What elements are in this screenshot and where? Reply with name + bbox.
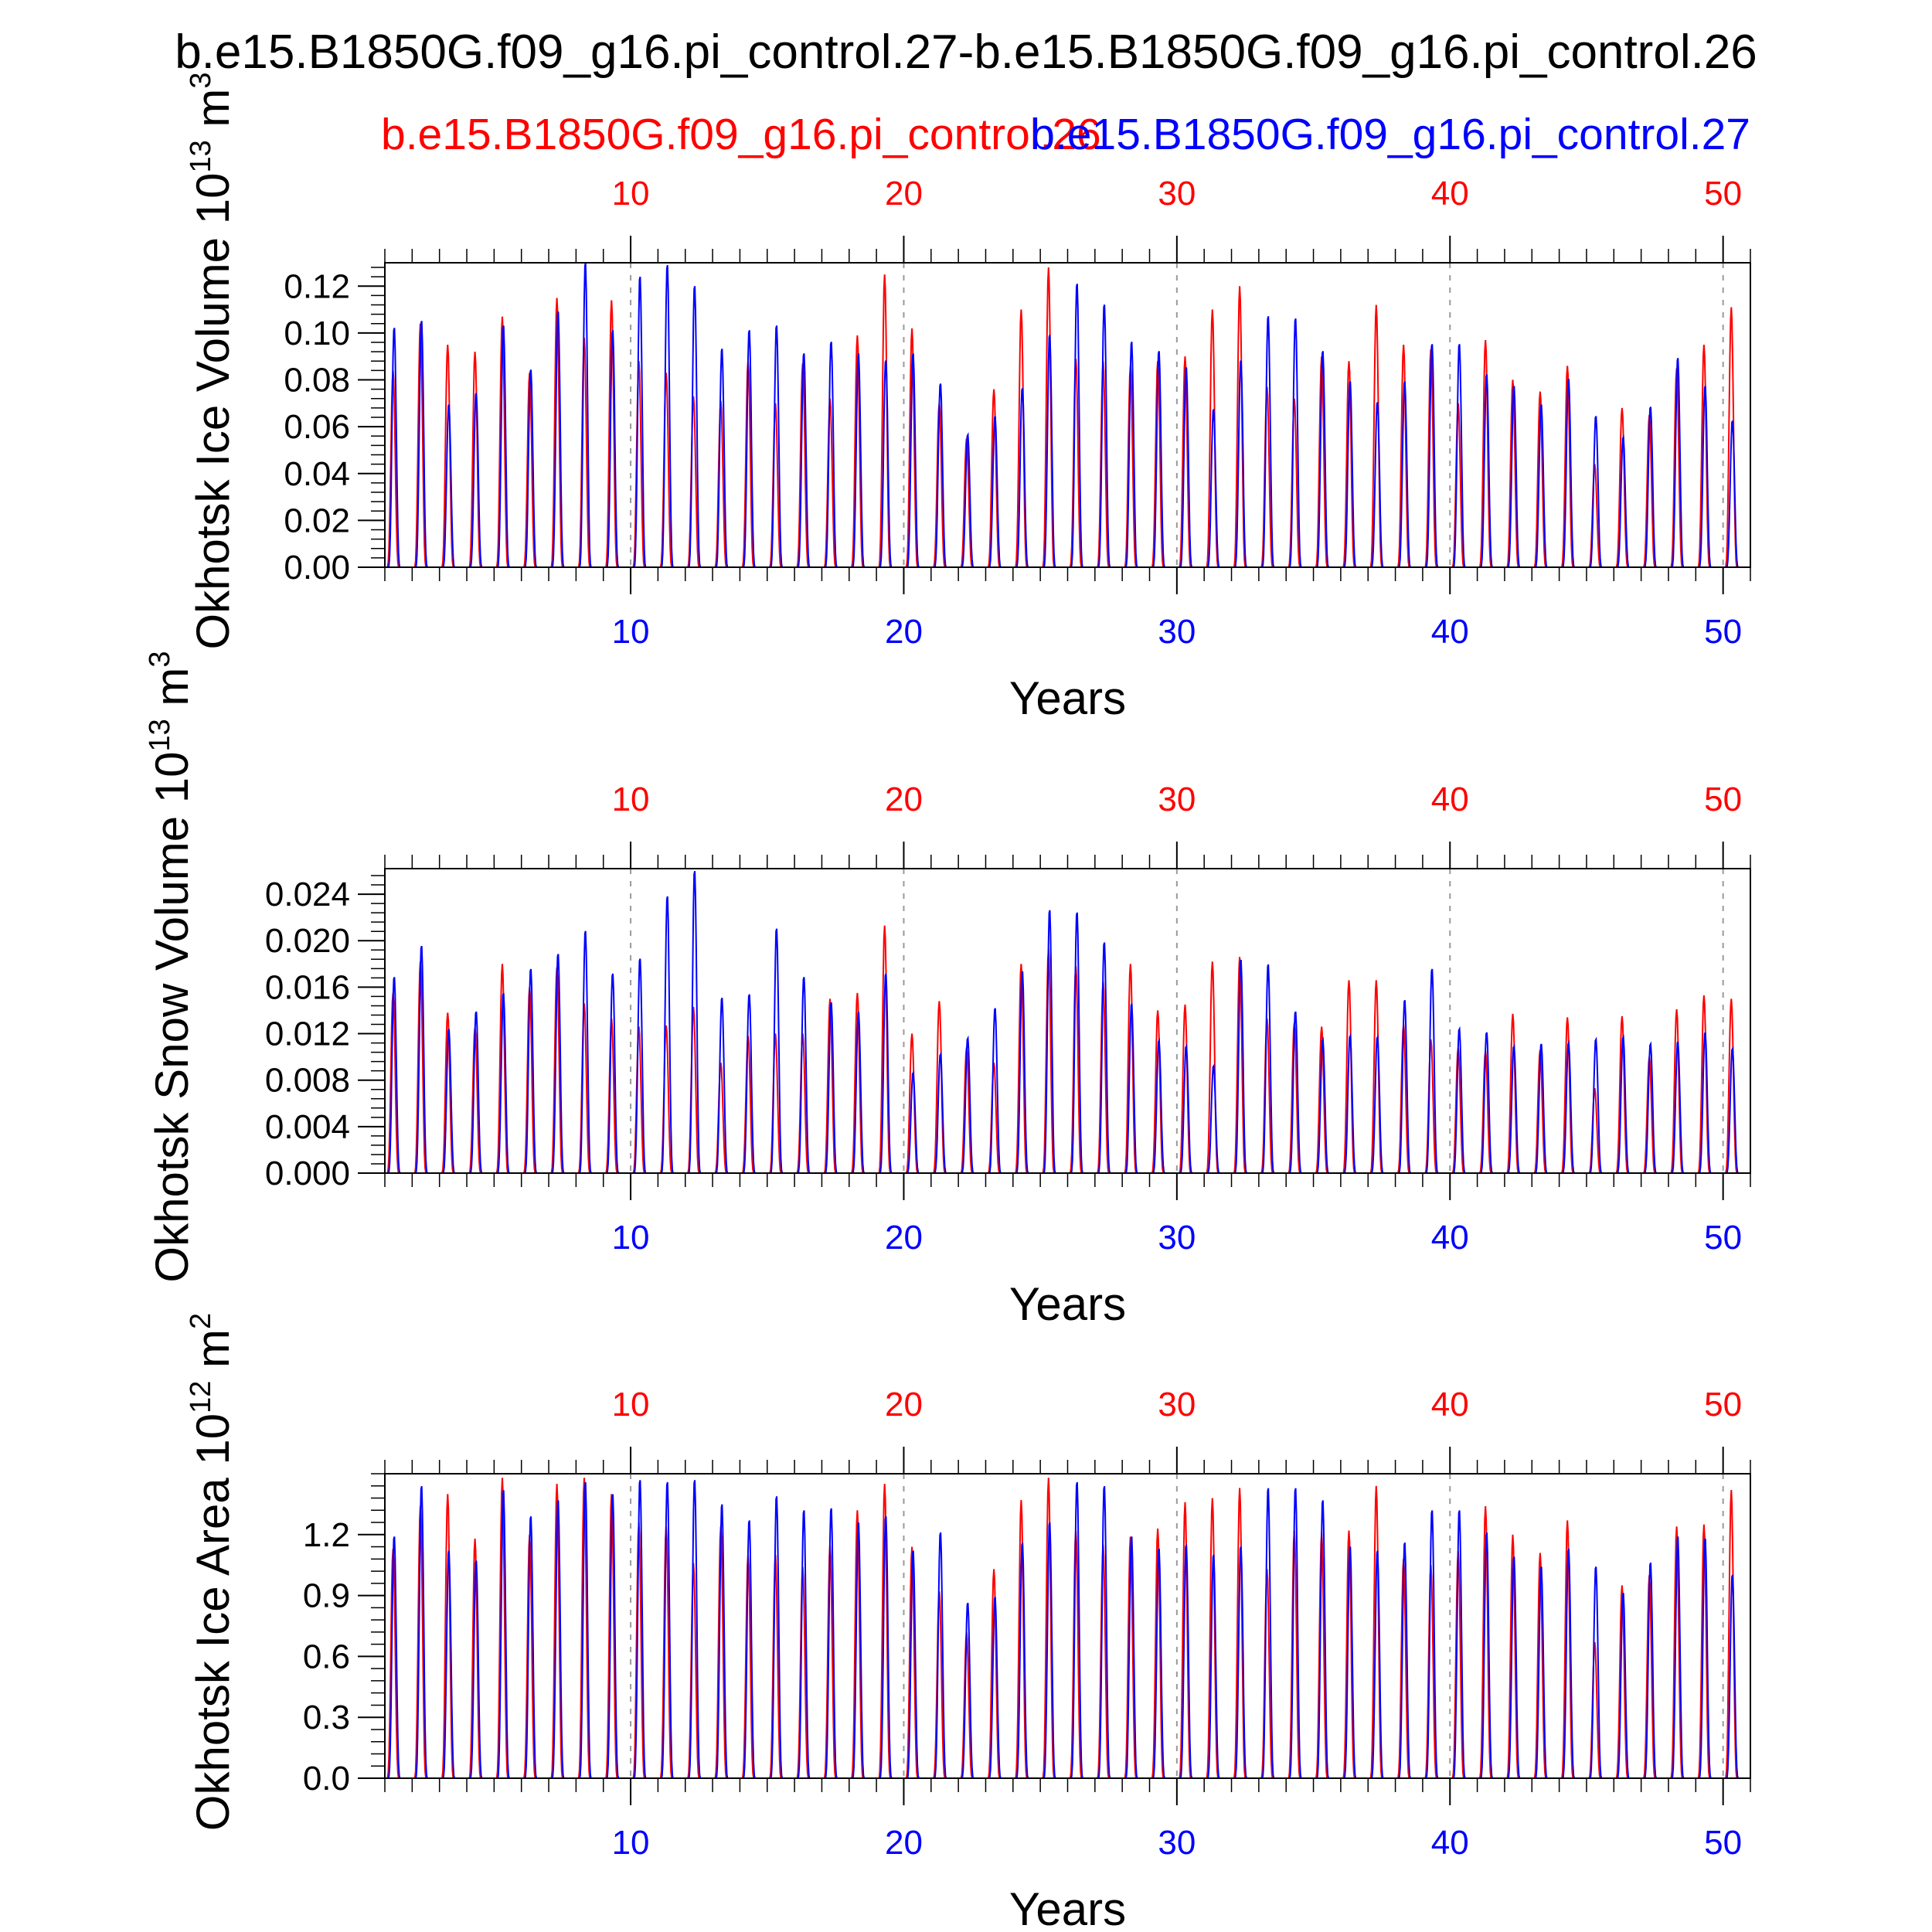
- x-axis-title: Years: [1009, 1278, 1126, 1330]
- x-tick-label-top: 10: [612, 1386, 650, 1423]
- x-tick-label-bottom: 20: [885, 1824, 923, 1862]
- x-tick-label-top: 20: [885, 175, 923, 213]
- y-tick-label: 0.04: [284, 455, 350, 493]
- x-tick-label-top: 30: [1158, 781, 1196, 818]
- x-tick-label-top: 30: [1158, 1386, 1196, 1423]
- y-tick-label: 0.000: [265, 1155, 350, 1192]
- y-tick-label: 0.6: [303, 1638, 350, 1675]
- y-tick-label: 0.016: [265, 968, 350, 1006]
- x-tick-label-bottom: 30: [1158, 1219, 1196, 1257]
- chart-panel-2: 0.000 0.004 0.008 0.012 0.016 0.020 0.024 10 10 2…: [144, 651, 1751, 1330]
- x-tick-label-bottom: 40: [1431, 1824, 1469, 1862]
- y-tick-label: 0.012: [265, 1015, 350, 1053]
- x-tick-label-bottom: 20: [885, 1219, 923, 1257]
- y-tick-label: 0.3: [303, 1699, 350, 1736]
- y-axis-title-part: Okhotsk Snow Volume 10: [146, 752, 198, 1283]
- y-axis-title-part: m: [146, 668, 198, 719]
- x-tick-label-top: 10: [612, 175, 650, 213]
- x-tick-label-bottom: 40: [1431, 613, 1469, 651]
- y-tick-label: 0.004: [265, 1108, 350, 1146]
- x-tick-label-bottom: 10: [612, 1219, 650, 1257]
- x-tick-label-bottom: 50: [1704, 1219, 1742, 1257]
- y-tick-label: 1.2: [303, 1516, 350, 1554]
- y-axis-title-exponent: 12: [185, 1381, 217, 1413]
- x-axis-title: Years: [1009, 1883, 1126, 1932]
- y-axis-title-part: m: [187, 89, 239, 141]
- y-tick-label: 0.10: [284, 315, 350, 352]
- x-tick-label-bottom: 50: [1704, 613, 1742, 651]
- chart-panel-3: 0.0 0.3 0.6 0.9 1.2 10 10 20 20 30 30 40 40 50 50 Years…: [185, 1313, 1751, 1932]
- figure-title: b.e15.B1850G.f09_g16.pi_control.27-b.e15…: [175, 26, 1757, 79]
- panels: 0.000.020.040.060.080.100.12101020203030…: [144, 72, 1751, 1932]
- x-tick-label-top: 30: [1158, 175, 1196, 213]
- x-tick-label-bottom: 50: [1704, 1824, 1742, 1862]
- y-axis-title: Okhotsk Ice Volume 1013 m3: [185, 72, 239, 649]
- y-axis-title: Okhotsk Ice Area 1012 m2: [185, 1313, 239, 1831]
- x-tick-label-top: 50: [1704, 1386, 1742, 1423]
- x-tick-label-bottom: 40: [1431, 1219, 1469, 1257]
- x-tick-label-bottom: 30: [1158, 613, 1196, 651]
- y-tick-label: 0.02: [284, 502, 350, 539]
- y-tick-label: 0.9: [303, 1577, 350, 1615]
- legend-blue-label: b.e15.B1850G.f09_g16.pi_control.27: [1030, 110, 1750, 159]
- series-line-blue: [385, 1480, 1750, 1779]
- series-line-blue: [385, 263, 1750, 568]
- x-tick-label-top: 20: [885, 1386, 923, 1423]
- y-axis-title-exponent: 3: [185, 72, 217, 88]
- x-tick-label-top: 10: [612, 781, 650, 818]
- y-axis-title-exponent: 2: [185, 1313, 217, 1329]
- y-tick-label: 0.06: [284, 408, 350, 446]
- y-tick-label: 0.008: [265, 1062, 350, 1100]
- x-tick-label-top: 40: [1431, 175, 1469, 213]
- chart-panel-1: 0.00 0.02 0.04 0.06 0.08 0.10 0.12 10 10 20 20 30 30…: [185, 72, 1751, 724]
- x-tick-label-top: 50: [1704, 175, 1742, 213]
- x-tick-label-top: 40: [1431, 1386, 1469, 1423]
- series-line-blue: [385, 870, 1750, 1174]
- y-tick-label: 0.020: [265, 922, 350, 960]
- x-tick-label-top: 40: [1431, 781, 1469, 818]
- y-tick-label: 0.024: [265, 876, 350, 913]
- y-axis-title-part: m: [187, 1329, 239, 1381]
- y-axis-title-exponent: 3: [144, 651, 176, 667]
- y-axis-title: Okhotsk Snow Volume 1013 m3: [144, 651, 198, 1282]
- y-tick-label: 0.12: [284, 267, 350, 305]
- y-tick-label: 0.08: [284, 362, 350, 400]
- y-axis-title-part: Okhotsk Ice Volume 10: [187, 173, 239, 650]
- x-tick-label-bottom: 10: [612, 1824, 650, 1862]
- legend-red-label: b.e15.B1850G.f09_g16.pi_control.26: [381, 110, 1101, 159]
- x-tick-label-bottom: 20: [885, 613, 923, 651]
- y-tick-label: 0.00: [284, 549, 350, 587]
- x-tick-label-top: 20: [885, 781, 923, 818]
- x-axis-title: Years: [1009, 672, 1126, 724]
- x-tick-label-top: 50: [1704, 781, 1742, 818]
- x-tick-label-bottom: 10: [612, 613, 650, 651]
- y-axis-title-exponent: 13: [185, 140, 217, 172]
- y-tick-label: 0.0: [303, 1760, 350, 1798]
- x-tick-label-bottom: 30: [1158, 1824, 1196, 1862]
- y-axis-title-part: Okhotsk Ice Area 10: [187, 1413, 239, 1831]
- y-axis-title-exponent: 13: [144, 719, 176, 751]
